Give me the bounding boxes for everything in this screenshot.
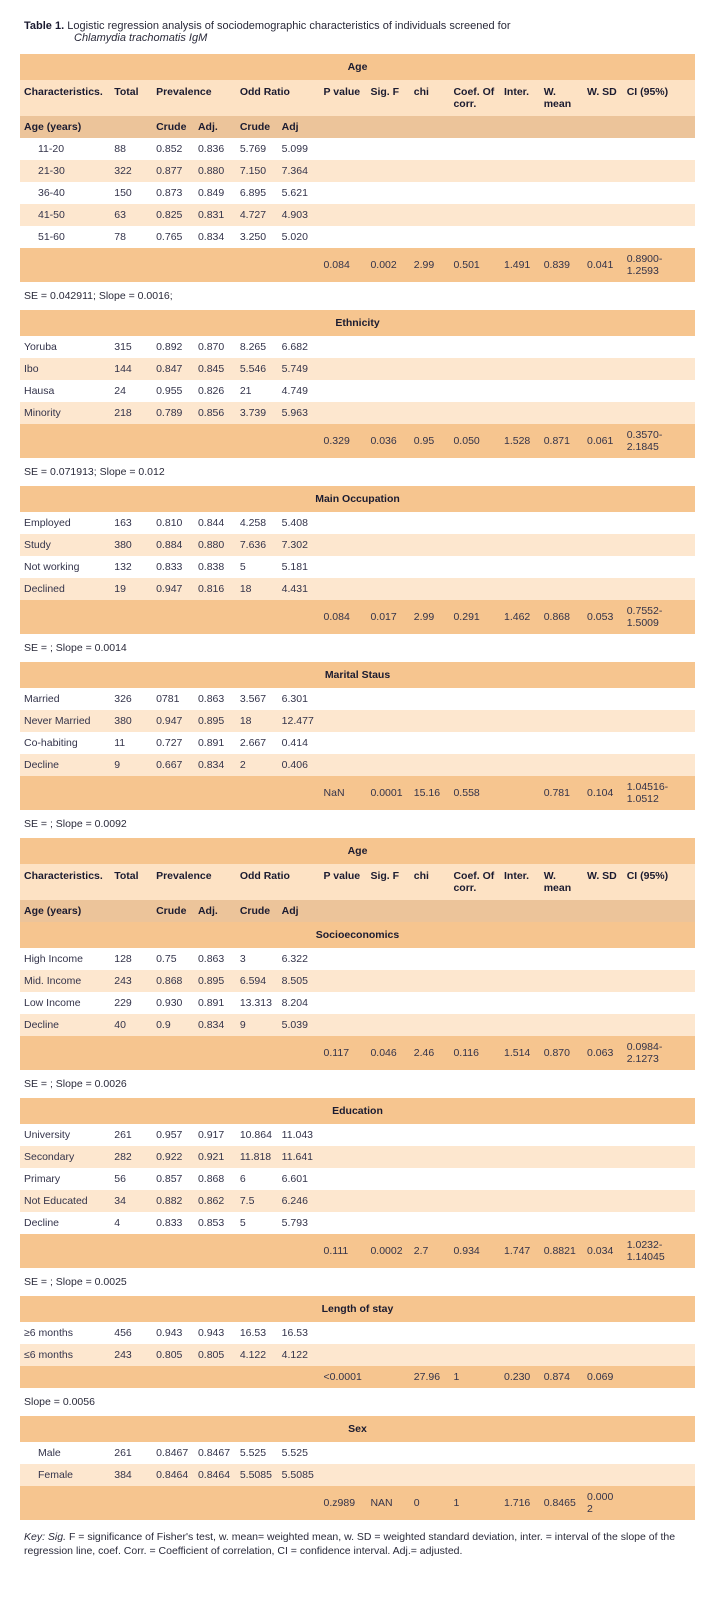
- section-title: Education: [20, 1098, 695, 1124]
- table-row: 11-20880.8520.8365.7695.099: [20, 138, 695, 160]
- table-row: ≤6 months2430.8050.8054.1224.122: [20, 1344, 695, 1366]
- table-row: Married32607810.8633.5676.301: [20, 688, 695, 710]
- header-row: Characteristics.TotalPrevalence Odd Rati…: [20, 864, 695, 900]
- stats-row: 0.1110.00022.70.9341.7470.88210.0341.023…: [20, 1234, 695, 1268]
- table-row: Decline400.90.83495.039: [20, 1014, 695, 1036]
- table-row: University2610.9570.91710.86411.043: [20, 1124, 695, 1146]
- table-row: Declined190.9470.816184.431: [20, 578, 695, 600]
- key-text: F = significance of Fisher's test, w. me…: [24, 1531, 675, 1557]
- section-title: Length of stay: [20, 1296, 695, 1322]
- table-row: Co-habiting110.7270.8912.6670.414: [20, 732, 695, 754]
- table-row: Employed1630.8100.8444.2585.408: [20, 512, 695, 534]
- note-row: SE = ; Slope = 0.0092: [20, 810, 695, 838]
- table-row: Secondary2820.9220.92111.81811.641: [20, 1146, 695, 1168]
- note-row: SE = ; Slope = 0.0014: [20, 634, 695, 662]
- section-title: Age: [20, 54, 695, 80]
- table-row: Not working1320.8330.83855.181: [20, 556, 695, 578]
- regression-table: Age Characteristics.TotalPrevalence Odd …: [20, 54, 695, 1520]
- table-row: 41-50630.8250.8314.7274.903: [20, 204, 695, 226]
- table-row: 21-303220.8770.8807.1507.364: [20, 160, 695, 182]
- subheader-row: Age (years)CrudeAdj.CrudeAdj: [20, 116, 695, 138]
- table-row: Low Income2290.9300.89113.3138.204: [20, 992, 695, 1014]
- table-row: Female3840.84640.84645.50855.5085: [20, 1464, 695, 1486]
- stats-row: <0.000127.9610.2300.8740.069: [20, 1366, 695, 1388]
- table-row: Decline90.6670.83420.406: [20, 754, 695, 776]
- table-title: Table 1. Logistic regression analysis of…: [20, 20, 695, 44]
- table-subtitle: Chlamydia trachomatis IgM: [24, 32, 695, 44]
- table-row: Male2610.84670.84675.5255.525: [20, 1442, 695, 1464]
- table-row: Decline40.8330.85355.793: [20, 1212, 695, 1234]
- table-row: Study3800.8840.8807.6367.302: [20, 534, 695, 556]
- table-row: Yoruba3150.8920.8708.2656.682: [20, 336, 695, 358]
- table-row: Mid. Income2430.8680.8956.5948.505: [20, 970, 695, 992]
- note-row: SE = ; Slope = 0.0025: [20, 1268, 695, 1296]
- table-row: Hausa240.9550.826214.749: [20, 380, 695, 402]
- stats-row: 0.3290.0360.950.0501.5280.8710.0610.3570…: [20, 424, 695, 458]
- note-row: Slope = 0.0056: [20, 1388, 695, 1416]
- note-row: SE = 0.042911; Slope = 0.0016;: [20, 282, 695, 310]
- section-title: Marital Staus: [20, 662, 695, 688]
- section-title: Socioeconomics: [20, 922, 695, 948]
- table-row: 51-60780.7650.8343.2505.020: [20, 226, 695, 248]
- section-title: Main Occupation: [20, 486, 695, 512]
- table-row: Never Married3800.9470.8951812.477: [20, 710, 695, 732]
- table-label: Table 1.: [24, 20, 64, 32]
- stats-row: 0.z989NAN011.7160.84650.0002: [20, 1486, 695, 1520]
- note-row: SE = 0.071913; Slope = 0.012: [20, 458, 695, 486]
- table-row: High Income1280.750.86336.322: [20, 948, 695, 970]
- table-row: 36-401500.8730.8496.8955.621: [20, 182, 695, 204]
- stats-row: NaN0.000115.160.5580.7810.1041.04516-1.0…: [20, 776, 695, 810]
- header-row: Characteristics.TotalPrevalence Odd Rati…: [20, 80, 695, 116]
- table-title-text: Logistic regression analysis of sociodem…: [67, 20, 510, 32]
- section-title: Age: [20, 838, 695, 864]
- note-row: SE = ; Slope = 0.0026: [20, 1070, 695, 1098]
- table-key: Key: Sig. F = significance of Fisher's t…: [20, 1530, 695, 1558]
- section-title: Ethnicity: [20, 310, 695, 336]
- table-row: ≥6 months4560.9430.94316.5316.53: [20, 1322, 695, 1344]
- table-row: Primary560.8570.86866.601: [20, 1168, 695, 1190]
- stats-row: 0.0840.0172.990.2911.4620.8680.0530.7552…: [20, 600, 695, 634]
- subheader-row: Age (years)CrudeAdj.CrudeAdj: [20, 900, 695, 922]
- table-row: Ibo1440.8470.8455.5465.749: [20, 358, 695, 380]
- table-row: Not Educated340.8820.8627.56.246: [20, 1190, 695, 1212]
- stats-row: 0.1170.0462.460.1161.5140.8700.0630.0984…: [20, 1036, 695, 1070]
- table-row: Minority2180.7890.8563.7395.963: [20, 402, 695, 424]
- section-title: Sex: [20, 1416, 695, 1442]
- stats-row: 0.0840.0022.990.5011.4910.8390.0410.8900…: [20, 248, 695, 282]
